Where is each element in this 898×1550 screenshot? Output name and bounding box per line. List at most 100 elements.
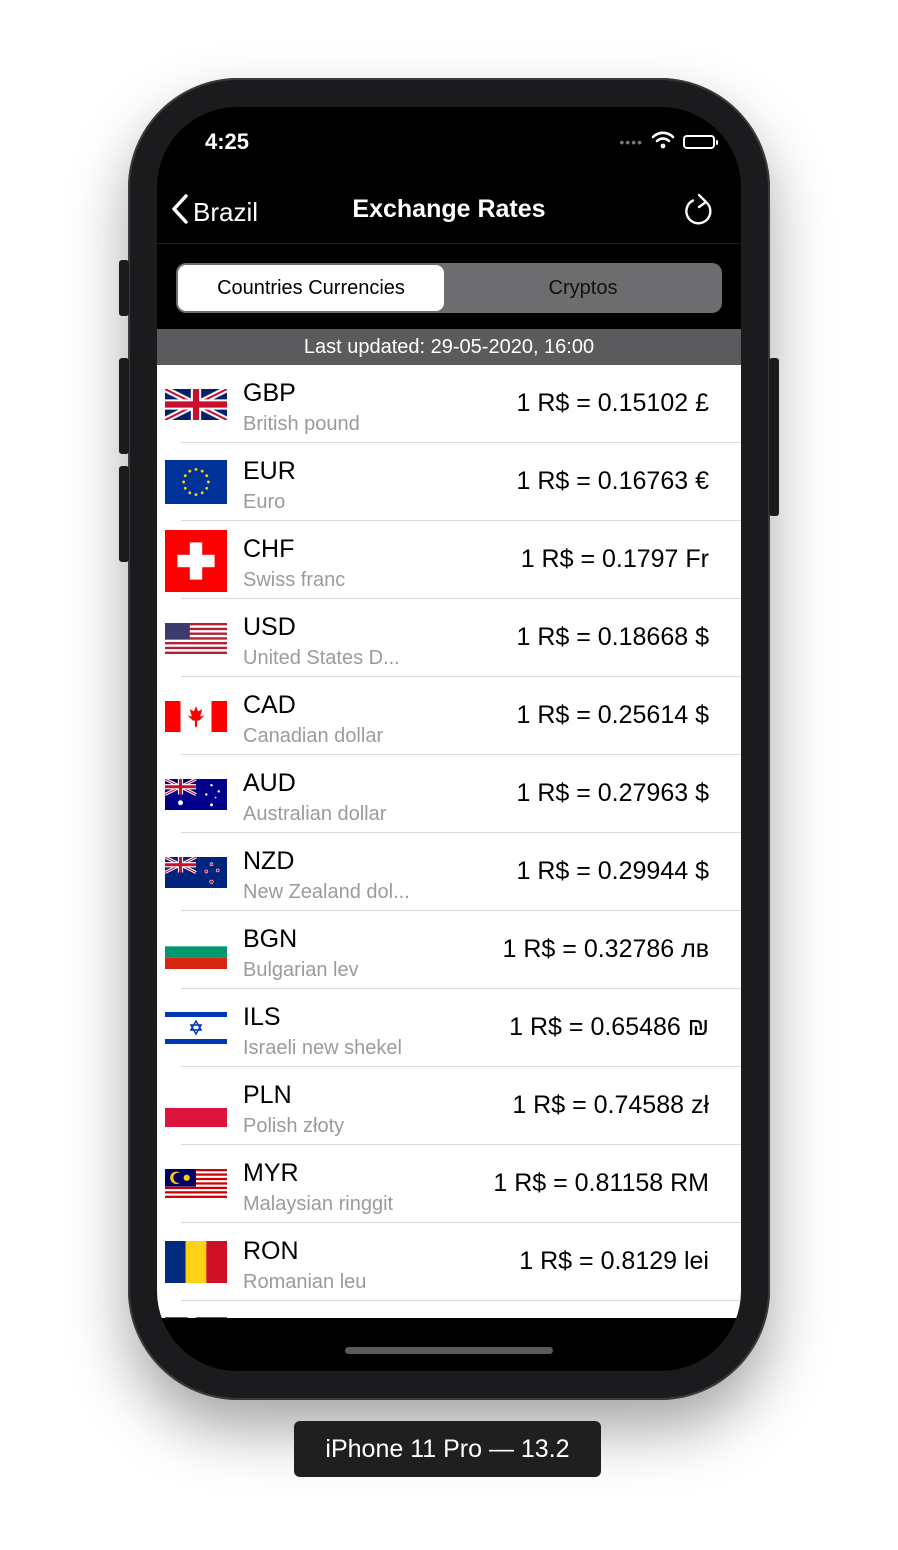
list-item[interactable]: EUR Euro 1 R$ = 0.16763 € bbox=[157, 443, 741, 521]
device-volume-up bbox=[119, 358, 129, 454]
status-time: 4:25 bbox=[205, 129, 250, 154]
cellular-signal-icon: •••• bbox=[619, 134, 643, 150]
row-divider bbox=[181, 1300, 741, 1301]
list-item[interactable]: USD United States D... 1 R$ = 0.18668 $ bbox=[157, 599, 741, 677]
currency-name: Australian dollar bbox=[243, 803, 387, 825]
currency-code: PLN bbox=[243, 1081, 292, 1109]
list-item[interactable]: CAD Canadian dollar 1 R$ = 0.25614 $ bbox=[157, 677, 741, 755]
status-icons: •••• bbox=[619, 131, 718, 154]
canada-flag-icon bbox=[165, 701, 227, 732]
refresh-button[interactable] bbox=[681, 193, 717, 229]
currency-code: GBP bbox=[243, 379, 296, 407]
row-divider bbox=[181, 676, 741, 677]
currency-code: RON bbox=[243, 1237, 299, 1265]
romania-flag-icon bbox=[165, 1241, 227, 1283]
new-zealand-flag-icon bbox=[165, 857, 227, 888]
row-divider bbox=[181, 1066, 741, 1067]
currency-rate: 1 R$ = 0.74588 zł bbox=[512, 1091, 709, 1119]
screen: 4:25 •••• Brazil Exchange Rates bbox=[157, 107, 741, 1371]
currency-code: ILS bbox=[243, 1003, 281, 1031]
australia-flag-icon bbox=[165, 779, 227, 810]
rates-list: GBP British pound 1 R$ = 0.15102 £ EUR bbox=[157, 365, 741, 1318]
segment-countries-currencies[interactable]: Countries Currencies bbox=[178, 265, 444, 311]
currency-code: AUD bbox=[243, 769, 296, 797]
segmented-control: Countries Currencies Cryptos bbox=[176, 263, 722, 313]
list-item[interactable]: GBP British pound 1 R$ = 0.15102 £ bbox=[157, 365, 741, 443]
list-item[interactable]: CHF Swiss franc 1 R$ = 0.1797 Fr bbox=[157, 521, 741, 599]
navigation-bar: Brazil Exchange Rates bbox=[157, 179, 741, 243]
device-power-button bbox=[769, 358, 779, 516]
list-item[interactable]: RON Romanian leu 1 R$ = 0.8129 lei bbox=[157, 1223, 741, 1301]
row-divider bbox=[181, 520, 741, 521]
row-divider bbox=[181, 832, 741, 833]
currency-code: USD bbox=[243, 613, 296, 641]
eu-flag-icon bbox=[165, 460, 227, 504]
segment-cryptos[interactable]: Cryptos bbox=[548, 276, 618, 299]
malaysia-flag-icon bbox=[165, 1169, 227, 1200]
currency-code: CAD bbox=[243, 691, 296, 719]
currency-rate: 1 R$ = 0.65486 ₪ bbox=[509, 1013, 709, 1041]
currency-code: BGN bbox=[243, 925, 298, 953]
currency-name: Canadian dollar bbox=[243, 725, 384, 747]
currency-code: MYR bbox=[243, 1159, 299, 1187]
list-item[interactable]: MYR Malaysian ringgit 1 R$ = 0.81158 RM bbox=[157, 1145, 741, 1223]
us-flag-icon bbox=[165, 623, 227, 654]
list-item[interactable] bbox=[157, 1301, 741, 1318]
device-volume-down bbox=[119, 466, 129, 562]
row-divider bbox=[181, 754, 741, 755]
currency-rate: 1 R$ = 0.81158 RM bbox=[493, 1169, 709, 1197]
currency-rate: 1 R$ = 0.15102 £ bbox=[516, 389, 709, 417]
refresh-icon bbox=[681, 193, 717, 233]
currency-name: Bulgarian lev bbox=[243, 959, 359, 981]
page-title: Exchange Rates bbox=[352, 195, 546, 223]
uk-flag-icon bbox=[165, 389, 227, 420]
device-label: iPhone 11 Pro — 13.2 bbox=[294, 1421, 601, 1477]
row-divider bbox=[181, 988, 741, 989]
currency-code: NZD bbox=[243, 847, 295, 875]
currency-name: Malaysian ringgit bbox=[243, 1193, 394, 1215]
last-updated-banner: Last updated: 29-05-2020, 16:00 bbox=[157, 329, 741, 365]
wifi-icon bbox=[651, 131, 675, 154]
israel-flag-icon bbox=[165, 1009, 227, 1047]
row-divider bbox=[181, 1222, 741, 1223]
currency-name: Romanian leu bbox=[243, 1271, 367, 1293]
list-item[interactable]: NZD New Zealand dol... 1 R$ = 0.29944 $ bbox=[157, 833, 741, 911]
flag-icon bbox=[165, 1317, 227, 1318]
currency-name: Swiss franc bbox=[243, 569, 346, 591]
currency-code: EUR bbox=[243, 457, 296, 485]
currency-rate: 1 R$ = 0.25614 $ bbox=[516, 701, 709, 729]
notch bbox=[290, 107, 610, 155]
currency-rate: 1 R$ = 0.32786 лв bbox=[502, 935, 709, 963]
back-button-label: Brazil bbox=[193, 197, 259, 227]
bulgaria-flag-icon bbox=[165, 935, 227, 969]
currency-name: United States D... bbox=[243, 647, 400, 669]
currency-name: British pound bbox=[243, 413, 360, 435]
currency-name: New Zealand dol... bbox=[243, 881, 410, 903]
currency-rate: 1 R$ = 0.1797 Fr bbox=[520, 545, 709, 573]
back-button[interactable]: Brazil bbox=[171, 193, 258, 232]
row-divider bbox=[181, 598, 741, 599]
chevron-left-icon bbox=[171, 193, 189, 232]
currency-rate: 1 R$ = 0.29944 $ bbox=[516, 857, 709, 885]
battery-icon bbox=[683, 135, 718, 149]
row-divider bbox=[181, 910, 741, 911]
currency-rate: 1 R$ = 0.27963 $ bbox=[516, 779, 709, 807]
home-indicator[interactable] bbox=[345, 1347, 553, 1354]
row-divider bbox=[181, 442, 741, 443]
poland-flag-icon bbox=[165, 1089, 227, 1127]
currency-name: Polish złoty bbox=[243, 1115, 345, 1137]
list-item[interactable]: AUD Australian dollar 1 R$ = 0.27963 $ bbox=[157, 755, 741, 833]
currency-rate: 1 R$ = 0.16763 € bbox=[516, 467, 709, 495]
list-item[interactable]: BGN Bulgarian lev 1 R$ = 0.32786 лв bbox=[157, 911, 741, 989]
currency-name: Euro bbox=[243, 491, 286, 513]
row-divider bbox=[181, 1144, 741, 1145]
nav-divider bbox=[157, 243, 741, 244]
swiss-flag-icon bbox=[165, 530, 227, 592]
currency-code: CHF bbox=[243, 535, 295, 563]
currency-name: Israeli new shekel bbox=[243, 1037, 402, 1059]
currency-rate: 1 R$ = 0.18668 $ bbox=[516, 623, 709, 651]
device-silent-switch bbox=[119, 260, 129, 316]
currency-rate: 1 R$ = 0.8129 lei bbox=[519, 1247, 709, 1275]
list-item[interactable]: ILS Israeli new shekel 1 R$ = 0.65486 ₪ bbox=[157, 989, 741, 1067]
list-item[interactable]: PLN Polish złoty 1 R$ = 0.74588 zł bbox=[157, 1067, 741, 1145]
